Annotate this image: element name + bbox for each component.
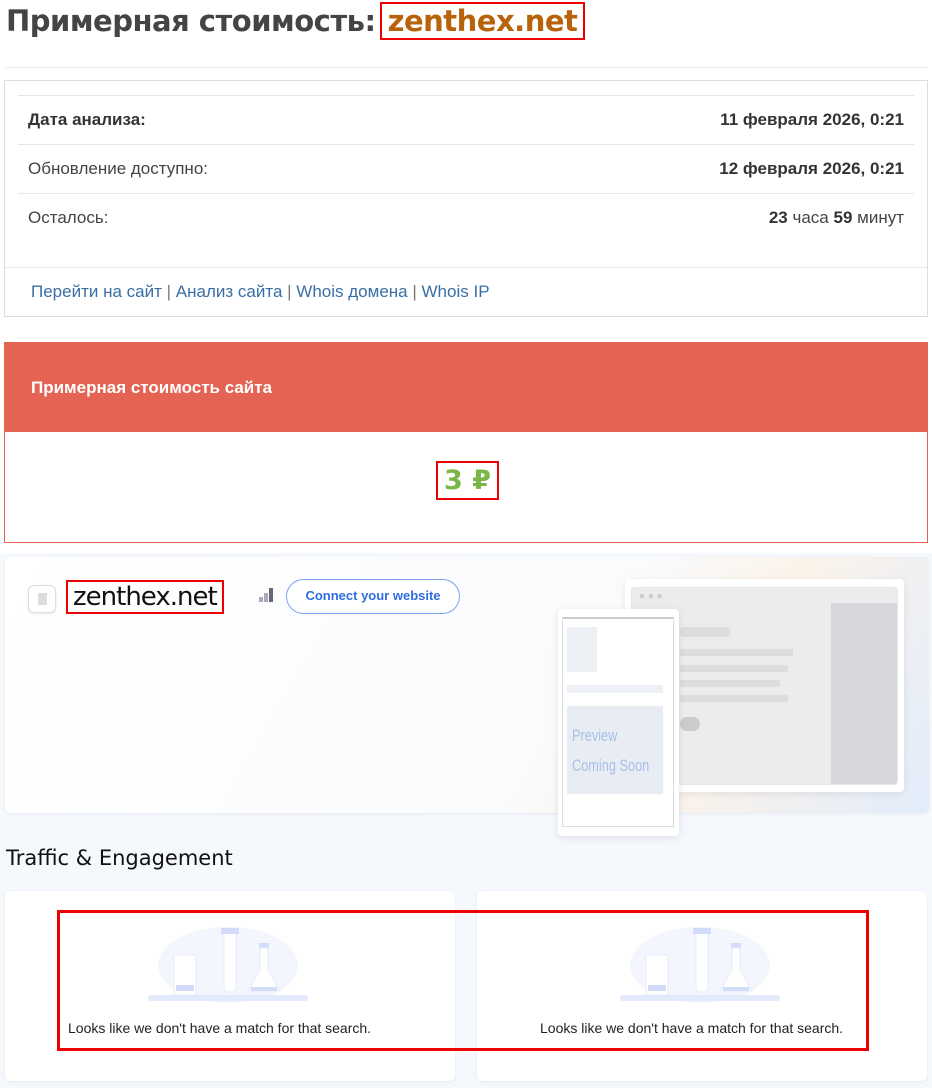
whois-ip-link[interactable]: Whois IP <box>421 282 490 301</box>
connect-website-button[interactable]: Connect your website <box>286 579 460 614</box>
empty-message-left: Looks like we don't have a match for tha… <box>68 1020 372 1036</box>
label: Обновление доступно: <box>28 159 209 178</box>
empty-message-right: Looks like we don't have a match for tha… <box>540 1020 844 1036</box>
label: Осталось: <box>28 208 109 227</box>
value: 11 февраля 2026, 0:21 <box>720 110 904 129</box>
value: 23 часа 59 минут <box>768 208 904 227</box>
empty-lab-illustration-icon <box>148 927 308 1003</box>
favicon-icon <box>28 585 56 613</box>
coming-soon-text: Coming Soon <box>572 756 650 775</box>
mobile-preview-image: Preview Coming Soon <box>558 609 679 836</box>
divider <box>4 67 928 68</box>
label: Дата анализа: <box>28 110 146 129</box>
similarweb-section: zenthex.net Connect your website ● ● ● P… <box>0 553 932 1088</box>
title-domain: zenthex.net <box>379 2 586 40</box>
update-available-row: Обновление доступно: 12 февраля 2026, 0:2… <box>18 144 914 193</box>
page-title: Примерная стоимость: zenthex.net <box>6 2 586 40</box>
site-cost-panel: Примерная стоимость сайта 3 ₽ <box>4 342 928 543</box>
remaining-row: Осталось: 23 часа 59 минут <box>18 193 914 242</box>
title-label: Примерная стоимость: <box>6 4 376 38</box>
value: 12 февраля 2026, 0:21 <box>719 159 904 178</box>
highlight-box <box>57 910 869 1051</box>
site-hero-card: zenthex.net Connect your website ● ● ● P… <box>5 557 929 836</box>
analysis-date-row: Дата анализа: 11 февраля 2026, 0:21 <box>18 95 914 144</box>
site-cost-title: Примерная стоимость сайта <box>5 343 927 432</box>
preview-text: Preview <box>572 726 618 745</box>
traffic-engagement-heading: Traffic & Engagement <box>6 846 233 870</box>
hero-domain: zenthex.net <box>66 580 224 614</box>
analysis-info-panel: Дата анализа: 11 февраля 2026, 0:21 Обнов… <box>4 80 928 317</box>
site-cost-value: 3 ₽ <box>436 461 499 500</box>
go-to-site-link[interactable]: Перейти на сайт <box>31 282 162 301</box>
rank-bars-icon <box>259 588 273 602</box>
site-analysis-link[interactable]: Анализ сайта <box>175 282 283 301</box>
empty-lab-illustration-icon <box>620 927 780 1003</box>
whois-domain-link[interactable]: Whois домена <box>296 282 408 301</box>
site-links: Перейти на сайт | Анализ сайта | Whois д… <box>5 267 927 316</box>
